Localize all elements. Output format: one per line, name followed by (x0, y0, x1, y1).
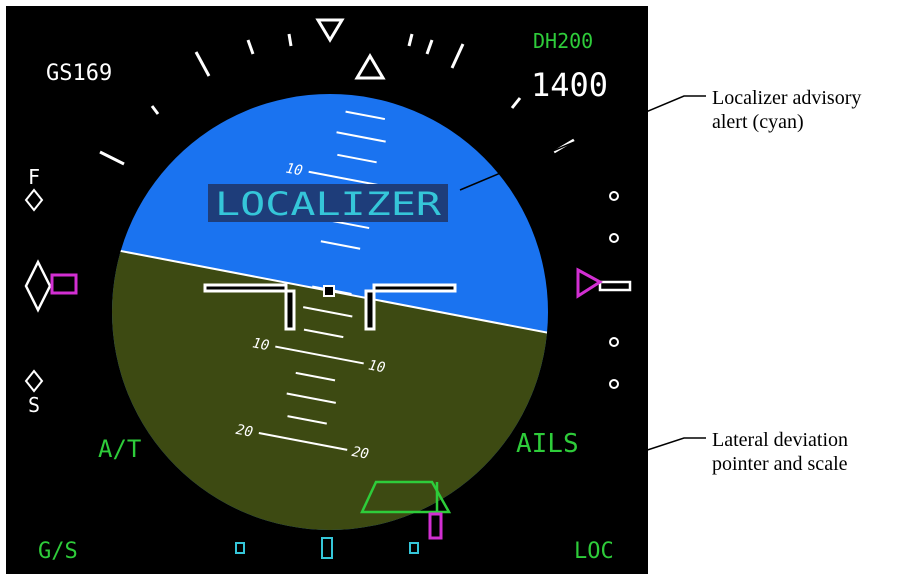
runway-symbol (360, 480, 452, 540)
pitch-line-down20 (258, 432, 348, 451)
vertical-mode: G/S (38, 539, 78, 564)
pitch-tick (286, 392, 337, 404)
callout-localizer-line1: Localizer advisory (712, 87, 861, 109)
lateral-scale-dot (235, 542, 245, 554)
pitch-tick (337, 153, 377, 164)
pitch-label-down20-right: 20 (350, 444, 370, 463)
groundspeed-readout: GS169 (46, 61, 112, 86)
pitch-label-down10-left: 10 (251, 335, 271, 354)
pitch-tick (336, 131, 386, 143)
speed-scale-diamond-center (24, 259, 52, 313)
pitch-tick (345, 110, 386, 121)
rising-runway (360, 480, 452, 514)
slow-label: S (28, 393, 40, 417)
attitude-sphere: 20 20 10 10 10 10 20 20 (112, 94, 548, 530)
lateral-deviation-scale (235, 537, 419, 559)
bank-tick-20-right (425, 39, 434, 55)
fast-label: F (28, 165, 40, 189)
callout-localizer-line2: alert (cyan) (712, 111, 804, 133)
decision-height-readout: DH200 (533, 29, 593, 53)
callout-lateral-line2: pointer and scale (712, 453, 848, 475)
approach-mode: AILS (516, 429, 579, 459)
bank-tick-45-right (510, 97, 522, 109)
bank-tick-60 (99, 150, 125, 166)
glideslope-dot (609, 233, 619, 243)
bank-tick-20 (246, 39, 255, 55)
callout-lateral-line1: Lateral deviation (712, 429, 848, 451)
lateral-scale-center (321, 537, 333, 559)
bank-tick-10 (287, 33, 293, 47)
bank-tick-10-right (407, 33, 414, 47)
bank-tick-30 (194, 51, 211, 77)
glideslope-pointer (576, 267, 603, 299)
callout-leader-lateral (445, 437, 706, 517)
speed-deviation-pointer (50, 273, 78, 295)
speed-scale-diamond-lower (24, 369, 44, 393)
bank-tick-30-right (450, 43, 465, 69)
radio-altitude-readout: 1400 (531, 66, 608, 104)
glideslope-dot (609, 379, 619, 389)
pitch-line-down10 (275, 345, 364, 365)
glideslope-dot (609, 191, 619, 201)
speed-deviation-scale: F S (24, 165, 78, 417)
glideslope-center-index (598, 280, 632, 292)
bank-zero-index (315, 18, 345, 43)
localizer-alert: LOCALIZER (208, 184, 448, 223)
lateral-deviation-pointer (428, 512, 443, 540)
speed-scale-diamond-upper (24, 188, 44, 212)
pitch-tick (303, 306, 353, 318)
glideslope-dot (609, 337, 619, 347)
pitch-tick (320, 240, 361, 250)
bank-pointer (354, 53, 386, 80)
pitch-label-down20-left: 20 (235, 422, 255, 441)
callout-lateral: Lateral deviation pointer and scale (445, 429, 848, 517)
lateral-scale-dot (409, 542, 419, 554)
callout-leader-localizer (459, 95, 706, 191)
pitch-label-up10-left: 10 (284, 161, 304, 180)
pitch-tick (295, 371, 336, 382)
autothrottle-mode: A/T (98, 435, 141, 463)
pitch-label-down10-right: 10 (367, 358, 387, 377)
pitch-tick (287, 415, 327, 425)
alert-box (208, 184, 448, 222)
aircraft-symbol (203, 283, 457, 331)
localizer-alert-text: LOCALIZER (215, 185, 442, 223)
callout-localizer: Localizer advisory alert (cyan) (459, 87, 861, 191)
aircraft-center-dot (323, 285, 335, 297)
bank-tick-45 (150, 105, 160, 115)
glideslope-scale (576, 191, 632, 389)
pitch-tick (303, 328, 344, 339)
lateral-mode: LOC (574, 539, 614, 564)
